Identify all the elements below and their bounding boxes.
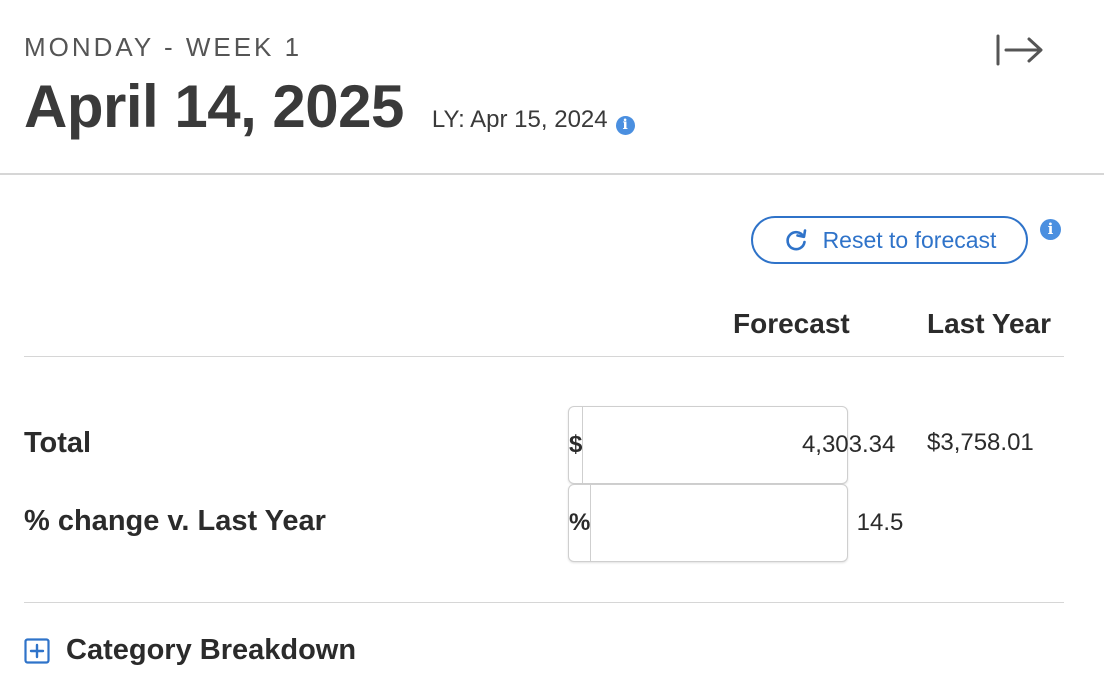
currency-prefix: $ xyxy=(569,407,584,483)
last-year-date: LY: Apr 15, 2024 xyxy=(431,106,608,133)
total-last-year-value: $3,758.01 xyxy=(927,429,1034,456)
total-label: Total xyxy=(24,427,92,459)
total-forecast-input-group: $ xyxy=(568,406,916,484)
page-title: April 14, 2025 xyxy=(24,73,404,140)
date-row: April 14, 2025 LY: Apr 15, 2024 i xyxy=(24,72,635,141)
info-icon[interactable]: i xyxy=(1040,219,1061,240)
arrow-right-to-bar-icon xyxy=(996,34,1043,66)
divider xyxy=(24,356,1064,357)
percent-prefix: % xyxy=(569,485,592,561)
category-breakdown-toggle[interactable]: Category Breakdown xyxy=(24,634,356,667)
percent-change-input[interactable] xyxy=(591,485,924,561)
column-header-forecast: Forecast xyxy=(733,308,850,339)
percent-change-label: % change v. Last Year xyxy=(24,505,326,537)
percent-change-input-group: % xyxy=(568,484,924,562)
refresh-icon xyxy=(785,229,806,251)
divider xyxy=(24,602,1064,603)
reset-to-forecast-button[interactable]: Reset to forecast xyxy=(751,216,1028,264)
collapse-panel-button[interactable] xyxy=(990,30,1048,70)
plus-square-icon xyxy=(24,637,50,664)
info-icon[interactable]: i xyxy=(615,116,635,135)
total-forecast-input[interactable] xyxy=(583,407,916,483)
reset-button-label: Reset to forecast xyxy=(822,226,997,253)
column-header-last-year: Last Year xyxy=(927,308,1052,339)
day-label: MONDAY - WEEK 1 xyxy=(24,32,303,62)
panel-header: MONDAY - WEEK 1 April 14, 2025 LY: Apr 1… xyxy=(0,0,1104,175)
category-breakdown-label: Category Breakdown xyxy=(66,634,357,666)
